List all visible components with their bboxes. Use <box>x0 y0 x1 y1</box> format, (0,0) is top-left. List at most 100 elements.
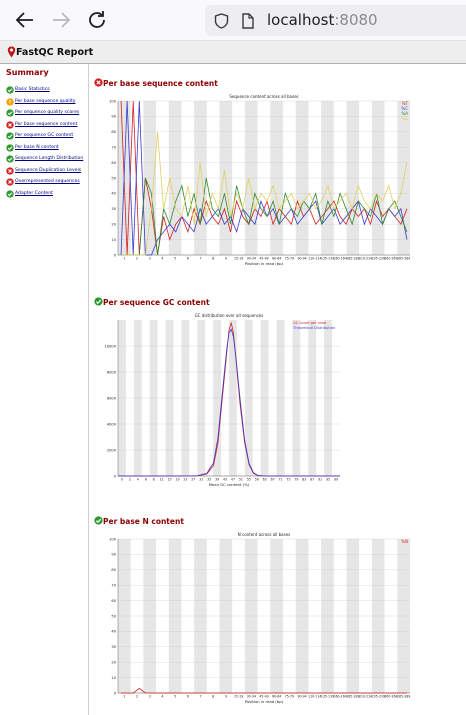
warning-icon <box>6 97 14 106</box>
y-tick-label: 80 <box>111 568 116 572</box>
x-tick-label: 11 <box>160 478 164 482</box>
y-tick-label: 100 <box>109 537 117 541</box>
x-axis-label: Position in read (bp) <box>245 261 284 266</box>
x-tick-label: 75-79 <box>285 257 294 261</box>
summary-item[interactable]: Adapter Content <box>6 189 88 200</box>
y-tick-label: 50 <box>111 176 116 180</box>
x-tick-label: 90-94 <box>297 695 306 699</box>
x-tick-label: 8 <box>212 257 214 261</box>
x-tick-label: 9 <box>225 257 227 261</box>
x-tick-label: 3 <box>149 257 151 261</box>
url-text[interactable]: localhost:8080 <box>267 11 378 29</box>
y-tick-label: 20 <box>111 661 116 665</box>
y-tick-label: 60 <box>111 599 116 603</box>
y-tick-label: 4000 <box>107 422 117 426</box>
chart-title: Sequence content across all bases <box>229 94 298 99</box>
x-axis-label: Mean GC content (%) <box>209 482 250 487</box>
report-title: FastQC Report <box>16 47 94 58</box>
x-axis-label: Position in read (bp) <box>245 699 284 704</box>
x-tick-label: 210-214 <box>359 257 372 261</box>
y-tick-label: 0 <box>114 474 117 478</box>
summary-item[interactable]: Per base sequence quality <box>6 97 88 108</box>
x-tick-label: 83 <box>302 478 306 482</box>
legend-entry: GC count per read <box>293 321 326 325</box>
y-tick-label: 90 <box>111 115 116 119</box>
legend-entry: %A <box>401 111 408 116</box>
y-tick-label: 0 <box>114 691 117 695</box>
summary-link[interactable]: Basic Statistics <box>15 87 50 92</box>
legend-entry: %C <box>401 106 408 111</box>
x-tick-label: 75-79 <box>285 695 294 699</box>
x-tick-label: 79 <box>294 478 298 482</box>
section-title: Per sequence GC content <box>103 297 210 307</box>
summary-link[interactable]: Overrepresented sequences <box>15 179 80 184</box>
x-tick-label: 7 <box>200 695 202 699</box>
x-tick-label: 110-114 <box>308 257 321 261</box>
x-tick-label: 6 <box>145 478 147 482</box>
x-tick-label: 7 <box>200 257 202 261</box>
shield-icon[interactable] <box>214 13 229 29</box>
x-tick-label: 60-64 <box>272 257 281 261</box>
x-tick-label: 4 <box>137 478 139 482</box>
pass-tick-icon <box>94 297 103 306</box>
summary-link[interactable]: Sequence Length Distribution <box>15 156 84 161</box>
x-tick-label: 2 <box>136 257 138 261</box>
pass-tick-icon <box>6 86 14 94</box>
x-tick-label: 210-214 <box>359 695 372 699</box>
series-line-1 <box>118 328 340 477</box>
summary-item[interactable]: Sequence Duplication Levels <box>6 166 88 177</box>
chart-2: N content across all bases 0 10 20 30 40 50 60 7… <box>109 532 410 704</box>
y-tick-label: 70 <box>111 146 116 150</box>
series-line-0 <box>121 687 407 694</box>
fail-cross-icon <box>6 178 14 186</box>
summary-link[interactable]: Adapter Content <box>15 190 53 196</box>
x-tick-label: 160-164 <box>334 695 347 699</box>
legend-entry: Theoretical Distribution <box>292 326 335 330</box>
x-tick-label: 0 <box>121 478 123 482</box>
summary-item[interactable]: Per sequence GC content <box>6 132 88 142</box>
x-tick-label: 285-289 <box>397 257 410 261</box>
y-tick-label: 6000 <box>107 396 117 400</box>
y-tick-label: 2000 <box>107 448 117 452</box>
back-arrow-icon[interactable] <box>13 8 37 32</box>
y-tick-label: 10000 <box>105 344 117 348</box>
series-line-2 <box>121 177 408 256</box>
summary-item[interactable]: Per sequence quality scores <box>6 109 88 119</box>
x-tick-label: 1 <box>123 695 125 699</box>
summary-link[interactable]: Per sequence GC content <box>15 133 74 138</box>
summary-item[interactable]: Sequence Length Distribution <box>6 155 88 165</box>
summary-link[interactable]: Per base sequence content <box>15 121 78 127</box>
summary-link[interactable]: Sequence Duplication Levels <box>15 167 82 173</box>
x-tick-label: 160-164 <box>334 257 347 261</box>
x-tick-label: 30-34 <box>247 257 256 261</box>
x-tick-label: 45-49 <box>259 695 268 699</box>
reload-icon[interactable] <box>85 8 109 32</box>
url-bar[interactable]: localhost:8080 <box>205 5 466 36</box>
x-tick-label: 235-239 <box>372 257 385 261</box>
pass-tick-icon <box>6 109 14 117</box>
x-tick-label: 87 <box>310 478 314 482</box>
summary-item[interactable]: Basic Statistics <box>6 86 88 96</box>
summary-link[interactable]: Per base N content <box>15 144 59 150</box>
series-line-1 <box>120 100 408 256</box>
y-tick-label: 100 <box>109 99 117 103</box>
summary-item[interactable]: Per base N content <box>6 143 88 154</box>
x-tick-label: 235-239 <box>372 695 385 699</box>
x-tick-label: 5 <box>174 695 176 699</box>
x-tick-label: 260-264 <box>384 695 397 699</box>
x-tick-label: 55 <box>247 478 251 482</box>
summary-link[interactable]: Per sequence quality scores <box>15 110 80 115</box>
forward-arrow-icon[interactable] <box>49 8 73 32</box>
y-tick-label: 8000 <box>107 370 117 374</box>
summary-item[interactable]: Per base sequence content <box>6 120 88 131</box>
series-line-3 <box>121 131 408 256</box>
legend-entry: %T <box>402 101 409 106</box>
x-tick-label: 35 <box>207 478 211 482</box>
y-tick-label: 30 <box>111 207 116 211</box>
fail-cross-icon <box>94 78 103 87</box>
summary-link[interactable]: Per base sequence quality <box>15 98 76 104</box>
summary-item[interactable]: Overrepresented sequences <box>6 178 88 188</box>
x-tick-label: 19 <box>175 478 179 482</box>
x-tick-label: 9 <box>225 695 227 699</box>
x-tick-label: 185-189 <box>346 695 359 699</box>
